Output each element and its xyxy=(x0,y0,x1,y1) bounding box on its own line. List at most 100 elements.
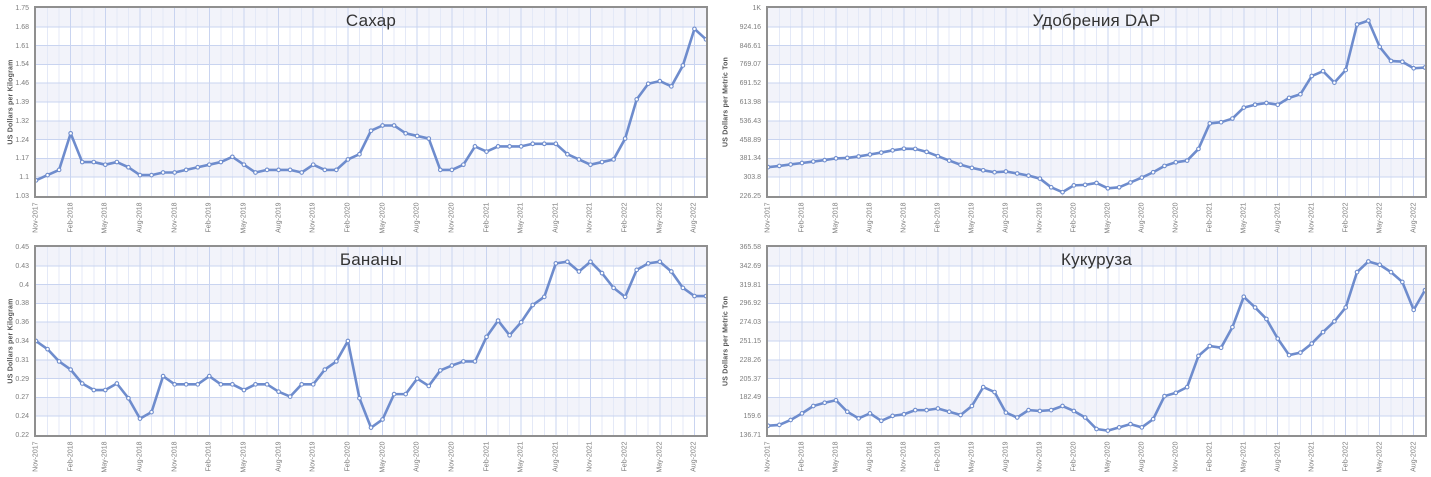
data-point-marker[interactable] xyxy=(195,164,201,170)
data-point-marker[interactable] xyxy=(45,346,50,352)
data-point-marker[interactable] xyxy=(1082,182,1088,188)
data-point-marker[interactable] xyxy=(1082,415,1088,420)
data-point-marker[interactable] xyxy=(126,395,131,401)
data-point-marker[interactable] xyxy=(692,26,697,32)
data-point-marker[interactable] xyxy=(946,158,952,163)
data-point-marker[interactable] xyxy=(530,302,536,308)
data-point-marker[interactable] xyxy=(518,144,524,149)
data-point-marker[interactable] xyxy=(1196,146,1201,152)
data-point-marker[interactable] xyxy=(1320,68,1326,74)
data-point-marker[interactable] xyxy=(287,167,293,173)
data-point-marker[interactable] xyxy=(79,381,85,386)
data-point-marker[interactable] xyxy=(518,319,524,325)
data-point-marker[interactable] xyxy=(703,293,706,299)
data-point-marker[interactable] xyxy=(992,169,997,175)
data-point-marker[interactable] xyxy=(645,81,651,87)
plot-area[interactable] xyxy=(34,245,708,437)
data-point-marker[interactable] xyxy=(461,359,466,364)
data-point-marker[interactable] xyxy=(206,373,212,379)
data-point-marker[interactable] xyxy=(867,152,873,157)
data-point-marker[interactable] xyxy=(878,418,884,424)
data-point-marker[interactable] xyxy=(901,411,907,417)
data-point-marker[interactable] xyxy=(1343,305,1349,310)
data-point-marker[interactable] xyxy=(1150,169,1156,175)
data-point-marker[interactable] xyxy=(788,162,794,167)
data-point-marker[interactable] xyxy=(1094,180,1099,186)
data-point-marker[interactable] xyxy=(1037,408,1043,414)
data-point-marker[interactable] xyxy=(484,149,489,154)
data-point-marker[interactable] xyxy=(264,381,270,387)
data-point-marker[interactable] xyxy=(703,36,706,42)
data-point-marker[interactable] xyxy=(1377,44,1383,50)
data-point-marker[interactable] xyxy=(414,376,420,381)
data-point-marker[interactable] xyxy=(1162,393,1167,399)
data-point-marker[interactable] xyxy=(1207,121,1213,126)
data-point-marker[interactable] xyxy=(1399,279,1405,285)
data-point-marker[interactable] xyxy=(576,269,582,274)
data-point-marker[interactable] xyxy=(403,130,409,136)
data-point-marker[interactable] xyxy=(1105,428,1111,433)
data-point-marker[interactable] xyxy=(541,294,547,300)
data-point-marker[interactable] xyxy=(1150,416,1156,422)
data-point-marker[interactable] xyxy=(183,381,189,387)
data-point-marker[interactable] xyxy=(890,413,895,419)
data-point-marker[interactable] xyxy=(1388,58,1394,64)
data-point-marker[interactable] xyxy=(345,338,351,344)
data-point-marker[interactable] xyxy=(935,406,941,411)
data-point-marker[interactable] xyxy=(1252,305,1258,310)
data-point-marker[interactable] xyxy=(1037,176,1043,181)
data-point-marker[interactable] xyxy=(599,270,605,276)
data-point-marker[interactable] xyxy=(1014,171,1020,176)
data-point-marker[interactable] xyxy=(645,261,651,266)
data-point-marker[interactable] xyxy=(776,163,782,169)
data-point-marker[interactable] xyxy=(1026,173,1031,178)
data-point-marker[interactable] xyxy=(1343,67,1349,73)
data-point-marker[interactable] xyxy=(102,162,108,168)
data-point-marker[interactable] xyxy=(822,157,827,163)
data-point-marker[interactable] xyxy=(391,123,397,128)
plot-area[interactable] xyxy=(34,6,708,198)
data-point-marker[interactable] xyxy=(992,389,997,395)
data-point-marker[interactable] xyxy=(1298,91,1303,97)
data-point-marker[interactable] xyxy=(1309,341,1315,346)
data-point-marker[interactable] xyxy=(680,285,686,291)
data-point-marker[interactable] xyxy=(588,259,593,265)
data-point-marker[interactable] xyxy=(1173,390,1179,396)
data-point-marker[interactable] xyxy=(1252,102,1258,108)
data-point-marker[interactable] xyxy=(495,318,501,323)
data-point-marker[interactable] xyxy=(126,164,131,170)
data-point-marker[interactable] xyxy=(437,368,443,373)
data-point-marker[interactable] xyxy=(1264,316,1269,322)
data-point-marker[interactable] xyxy=(969,403,975,409)
data-point-marker[interactable] xyxy=(1162,163,1167,169)
data-point-marker[interactable] xyxy=(403,391,409,397)
data-point-marker[interactable] xyxy=(253,381,258,387)
data-point-marker[interactable] xyxy=(1422,287,1425,293)
data-point-marker[interactable] xyxy=(588,162,593,168)
data-point-marker[interactable] xyxy=(1320,329,1326,335)
plot-area[interactable] xyxy=(766,6,1427,198)
data-point-marker[interactable] xyxy=(1184,158,1190,163)
data-point-marker[interactable] xyxy=(172,381,177,387)
data-point-marker[interactable] xyxy=(530,141,536,147)
data-point-marker[interactable] xyxy=(68,130,74,136)
data-point-marker[interactable] xyxy=(1366,18,1371,23)
data-point-marker[interactable] xyxy=(799,160,805,166)
data-point-marker[interactable] xyxy=(668,83,674,89)
data-point-marker[interactable] xyxy=(484,334,489,340)
data-point-marker[interactable] xyxy=(1399,59,1405,65)
data-point-marker[interactable] xyxy=(553,261,559,266)
data-point-marker[interactable] xyxy=(1071,408,1077,414)
data-point-marker[interactable] xyxy=(368,425,374,430)
data-point-marker[interactable] xyxy=(1241,105,1247,110)
data-point-marker[interactable] xyxy=(1332,319,1337,324)
data-point-marker[interactable] xyxy=(310,381,316,387)
data-point-marker[interactable] xyxy=(507,144,512,149)
data-point-marker[interactable] xyxy=(56,167,62,173)
data-point-marker[interactable] xyxy=(657,259,663,265)
data-point-marker[interactable] xyxy=(946,409,952,415)
data-point-marker[interactable] xyxy=(495,144,501,149)
data-point-marker[interactable] xyxy=(472,359,478,364)
data-point-marker[interactable] xyxy=(183,167,189,173)
data-point-marker[interactable] xyxy=(391,391,397,397)
